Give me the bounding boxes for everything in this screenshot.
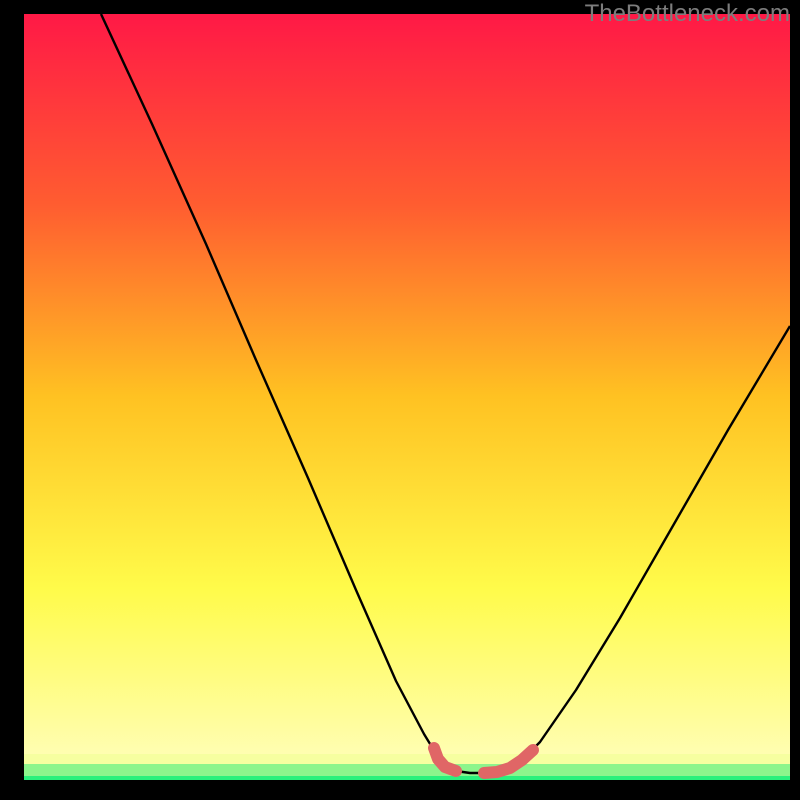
bottleneck-curve — [24, 14, 790, 780]
plot-area — [24, 14, 790, 780]
chart-container: TheBottleneck.com — [0, 0, 800, 800]
watermark-text: TheBottleneck.com — [585, 0, 790, 28]
